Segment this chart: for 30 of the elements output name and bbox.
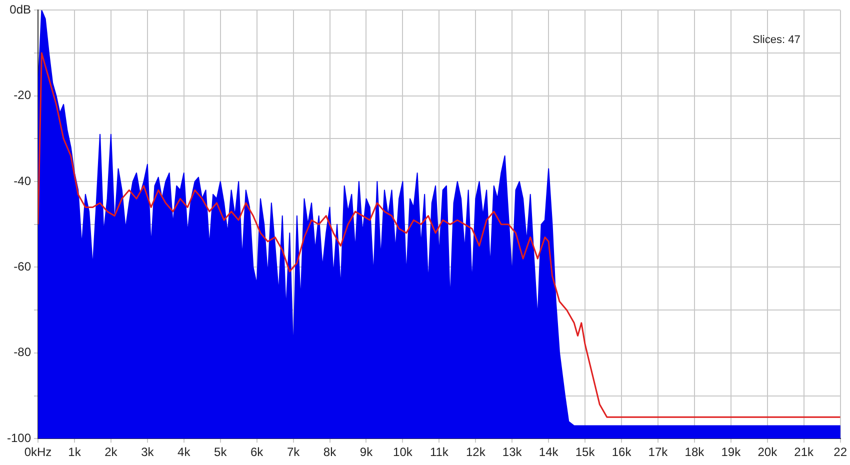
x-tick-label: 14k xyxy=(538,445,560,460)
x-tick-label: 13k xyxy=(502,445,523,460)
x-tick-label: 8k xyxy=(323,445,338,460)
x-tick-label: 15k xyxy=(575,445,596,460)
x-tick-label: 12k xyxy=(466,445,486,460)
x-tick-label: 21k xyxy=(794,445,815,460)
x-tick-label: 10k xyxy=(393,445,414,460)
x-tick-label: 16k xyxy=(612,445,632,460)
x-tick-label: 20k xyxy=(758,445,778,460)
x-tick-label: 11k xyxy=(430,445,450,460)
y-tick-label: 0dB xyxy=(10,2,32,17)
x-tick-label: 9k xyxy=(360,445,374,460)
y-tick-label: -20 xyxy=(14,88,32,102)
x-tick-label: 2k xyxy=(104,445,118,460)
x-tick-label: 22 xyxy=(834,445,848,460)
x-tick-label: 18k xyxy=(684,445,706,460)
x-tick-label: 0kHz xyxy=(24,445,52,460)
annotation: Slices: 47 xyxy=(752,34,800,46)
x-tick-label: 6k xyxy=(250,445,264,460)
x-tick-label: 4k xyxy=(178,445,192,460)
x-tick-label: 3k xyxy=(141,445,155,460)
x-tick-label: 19k xyxy=(721,445,742,460)
x-tick-label: 17k xyxy=(648,445,669,460)
x-tick-label: 7k xyxy=(286,445,301,460)
x-tick-label: 1k xyxy=(68,445,82,460)
y-tick-label: -40 xyxy=(14,174,32,188)
x-tick-label: 5k xyxy=(214,445,228,460)
y-tick-label: -80 xyxy=(14,345,32,360)
y-tick-label: -60 xyxy=(14,260,32,274)
y-tick-label: -100 xyxy=(6,430,32,445)
